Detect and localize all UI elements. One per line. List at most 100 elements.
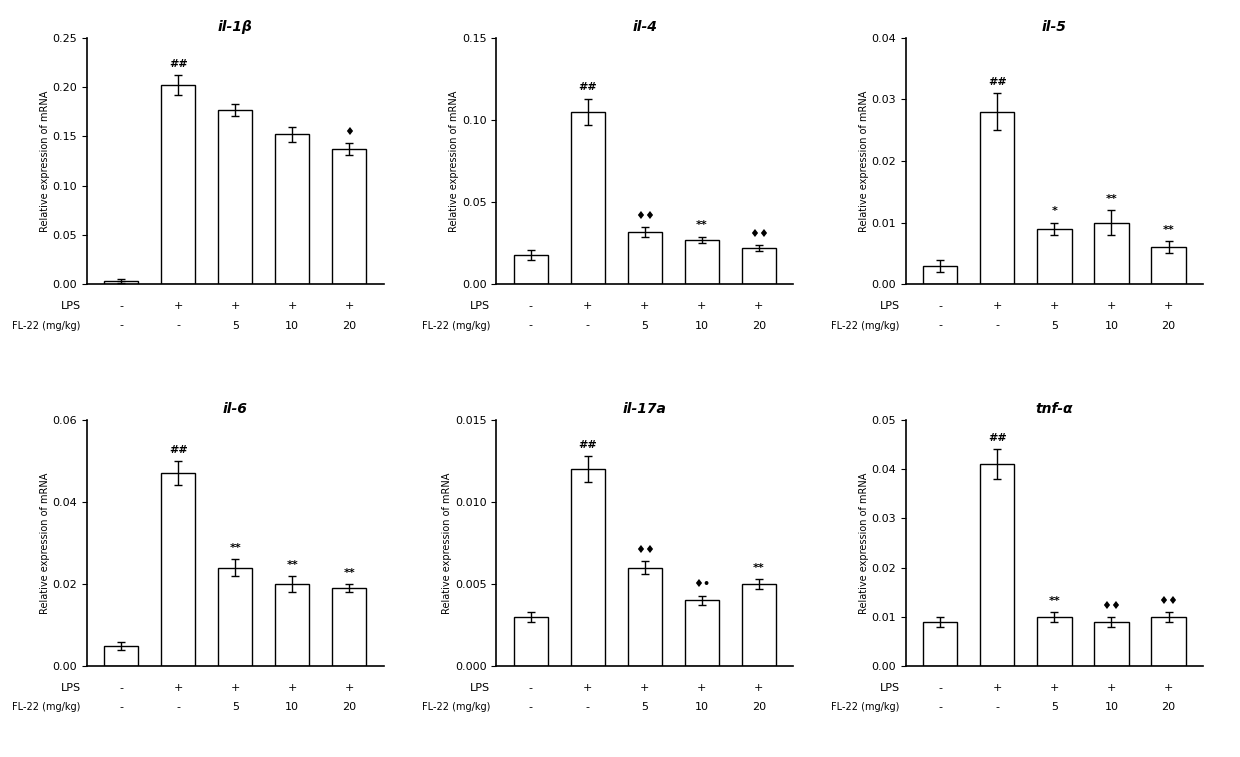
Text: +: + [345, 683, 355, 693]
Bar [570, 112, 605, 284]
Text: LPS: LPS [470, 301, 490, 311]
Text: -: - [996, 702, 999, 712]
Bar [742, 248, 776, 284]
Bar [684, 240, 719, 284]
Text: 20: 20 [342, 702, 356, 712]
Text: -: - [119, 683, 123, 693]
Text: +: + [640, 301, 650, 311]
Text: +: + [583, 683, 593, 693]
Text: -: - [119, 301, 123, 311]
Bar [332, 588, 367, 666]
Bar [684, 600, 719, 666]
Bar [923, 621, 957, 666]
Title: il-1β: il-1β [218, 20, 253, 34]
Bar [1038, 229, 1071, 284]
Y-axis label: Relative expression of mRNA: Relative expression of mRNA [449, 90, 459, 232]
Bar [161, 473, 195, 666]
Text: **: ** [1106, 194, 1117, 204]
Text: 5: 5 [1050, 320, 1058, 331]
Text: 20: 20 [1162, 702, 1176, 712]
Text: ##: ## [169, 59, 187, 69]
Bar [627, 568, 662, 666]
Text: ##: ## [988, 77, 1007, 87]
Text: -: - [528, 301, 533, 311]
Text: FL-22 (mg/kg): FL-22 (mg/kg) [12, 320, 81, 331]
Text: ♦♦: ♦♦ [1101, 601, 1121, 611]
Y-axis label: Relative expression of mRNA: Relative expression of mRNA [40, 472, 50, 614]
Y-axis label: Relative expression of mRNA: Relative expression of mRNA [859, 90, 869, 232]
Text: ##: ## [988, 433, 1007, 443]
Bar [923, 266, 957, 284]
Bar [1152, 248, 1185, 284]
Bar [1095, 223, 1128, 284]
Text: -: - [585, 320, 590, 331]
Text: -: - [176, 320, 180, 331]
Text: -: - [176, 702, 180, 712]
Text: 10: 10 [694, 702, 709, 712]
Bar [980, 464, 1014, 666]
Y-axis label: Relative expression of mRNA: Relative expression of mRNA [40, 90, 50, 232]
Bar [742, 584, 776, 666]
Text: **: ** [1163, 225, 1174, 235]
Text: -: - [528, 320, 533, 331]
Bar [218, 568, 252, 666]
Title: il-4: il-4 [632, 20, 657, 34]
Text: +: + [288, 301, 296, 311]
Text: -: - [939, 702, 942, 712]
Text: ♦•: ♦• [693, 579, 711, 590]
Text: -: - [119, 702, 123, 712]
Text: **: ** [229, 544, 241, 553]
Text: 20: 20 [751, 702, 766, 712]
Text: 20: 20 [1162, 320, 1176, 331]
Text: +: + [231, 683, 239, 693]
Text: -: - [119, 320, 123, 331]
Bar [1038, 617, 1071, 666]
Text: *: * [1052, 207, 1058, 217]
Text: 10: 10 [1105, 702, 1118, 712]
Text: +: + [231, 301, 239, 311]
Bar [275, 135, 310, 284]
Text: 5: 5 [1050, 702, 1058, 712]
Bar [627, 232, 662, 284]
Text: +: + [993, 683, 1002, 693]
Text: +: + [754, 301, 764, 311]
Text: +: + [1050, 683, 1059, 693]
Text: -: - [939, 301, 942, 311]
Text: -: - [996, 320, 999, 331]
Title: il-6: il-6 [223, 402, 248, 416]
Text: +: + [754, 683, 764, 693]
Bar [161, 85, 195, 284]
Text: 10: 10 [694, 320, 709, 331]
Text: -: - [528, 683, 533, 693]
Bar [104, 282, 138, 284]
Bar [513, 254, 548, 284]
Text: **: ** [343, 568, 355, 578]
Text: FL-22 (mg/kg): FL-22 (mg/kg) [422, 320, 490, 331]
Bar [332, 149, 367, 284]
Text: 20: 20 [342, 320, 356, 331]
Text: -: - [528, 702, 533, 712]
Y-axis label: Relative expression of mRNA: Relative expression of mRNA [859, 472, 869, 614]
Text: +: + [640, 683, 650, 693]
Bar [104, 646, 138, 666]
Text: +: + [697, 301, 707, 311]
Text: 10: 10 [285, 702, 299, 712]
Text: +: + [288, 683, 296, 693]
Text: FL-22 (mg/kg): FL-22 (mg/kg) [831, 702, 900, 712]
Bar [513, 617, 548, 666]
Text: **: ** [1049, 596, 1060, 606]
Text: LPS: LPS [879, 301, 900, 311]
Text: **: ** [753, 563, 765, 573]
Text: FL-22 (mg/kg): FL-22 (mg/kg) [422, 702, 490, 712]
Title: tnf-α: tnf-α [1035, 402, 1073, 416]
Bar [980, 112, 1014, 284]
Text: 10: 10 [1105, 320, 1118, 331]
Text: +: + [345, 301, 355, 311]
Text: LPS: LPS [61, 683, 81, 693]
Text: +: + [1164, 301, 1173, 311]
Text: -: - [939, 683, 942, 693]
Bar [275, 584, 310, 666]
Title: il-5: il-5 [1042, 20, 1066, 34]
Text: +: + [583, 301, 593, 311]
Bar [1152, 617, 1185, 666]
